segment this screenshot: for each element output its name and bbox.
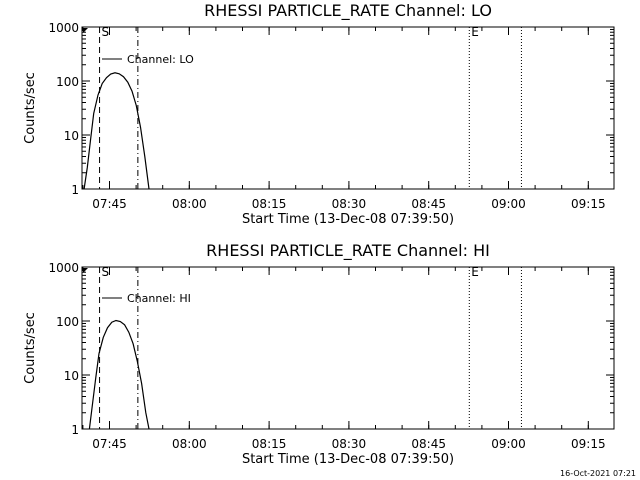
- y-tick-label: 1000: [48, 21, 79, 35]
- series-line: [83, 72, 150, 190]
- legend-label: Channel: LO: [127, 53, 194, 66]
- x-tick-label: 09:00: [491, 197, 526, 211]
- y-tick-labels: 1 10 100 1000: [48, 261, 79, 437]
- y-tick-label: 1000: [48, 261, 79, 275]
- x-tick-label: 08:30: [332, 437, 367, 451]
- x-tick-label: 09:15: [571, 197, 606, 211]
- x-tick-label: 09:15: [571, 437, 606, 451]
- marker-label: S: [102, 265, 110, 279]
- x-tick-label: 08:15: [252, 437, 287, 451]
- axis-ticks: [82, 26, 614, 190]
- x-tick-label: 07:45: [92, 197, 127, 211]
- x-tick-label: 07:45: [92, 437, 127, 451]
- x-tick-label: 08:30: [332, 197, 367, 211]
- footer-timestamp: 16-Oct-2021 07:21: [560, 469, 636, 478]
- x-tick-label: 08:00: [172, 197, 207, 211]
- start-arrow-icon: [83, 28, 88, 33]
- y-tick-label: 10: [64, 129, 79, 143]
- y-axis-label: Counts/sec: [23, 312, 38, 384]
- legend-label: Channel: HI: [127, 292, 191, 305]
- y-tick-label: 100: [56, 75, 79, 89]
- x-tick-label: 08:00: [172, 437, 207, 451]
- series-line: [88, 319, 150, 430]
- chart-title: RHESSI PARTICLE_RATE Channel: LO: [204, 1, 492, 21]
- x-axis-label: Start Time (13-Dec-08 07:39:50): [242, 452, 454, 467]
- x-tick-label: 08:45: [411, 437, 446, 451]
- chart-title: RHESSI PARTICLE_RATE Channel: HI: [206, 241, 490, 261]
- plot-frame: [81, 266, 615, 430]
- x-tick-labels: 07:45 08:00 08:15 08:30 08:45 09:00 09:15: [92, 437, 605, 451]
- data-series: [88, 319, 150, 430]
- y-tick-label: 100: [56, 315, 79, 329]
- x-tick-label: 08:45: [411, 197, 446, 211]
- x-tick-label: 09:00: [491, 437, 526, 451]
- y-tick-label: 1: [71, 183, 79, 197]
- marker-label: S: [102, 25, 110, 39]
- y-tick-label: 1: [71, 423, 79, 437]
- data-series: [83, 72, 150, 190]
- x-tick-labels: 07:45 08:00 08:15 08:30 08:45 09:00 09:15: [92, 197, 605, 211]
- chart-panel-hi: RHESSI PARTICLE_RATE Channel: HI 1101001…: [23, 241, 615, 467]
- x-axis-label: Start Time (13-Dec-08 07:39:50): [242, 212, 454, 227]
- x-tick-label: 08:15: [252, 197, 287, 211]
- plot-frame: [81, 26, 615, 190]
- axis-ticks: [82, 266, 614, 430]
- marker-label: E: [471, 265, 479, 279]
- chart-panel-lo: RHESSI PARTICLE_RATE Channel: LO 1101001…: [23, 1, 615, 227]
- y-tick-labels: 1 10 100 1000: [48, 21, 79, 197]
- marker-label: E: [471, 25, 479, 39]
- y-tick-label: 10: [64, 369, 79, 383]
- y-axis-label: Counts/sec: [23, 72, 38, 144]
- start-arrow-icon: [83, 268, 88, 273]
